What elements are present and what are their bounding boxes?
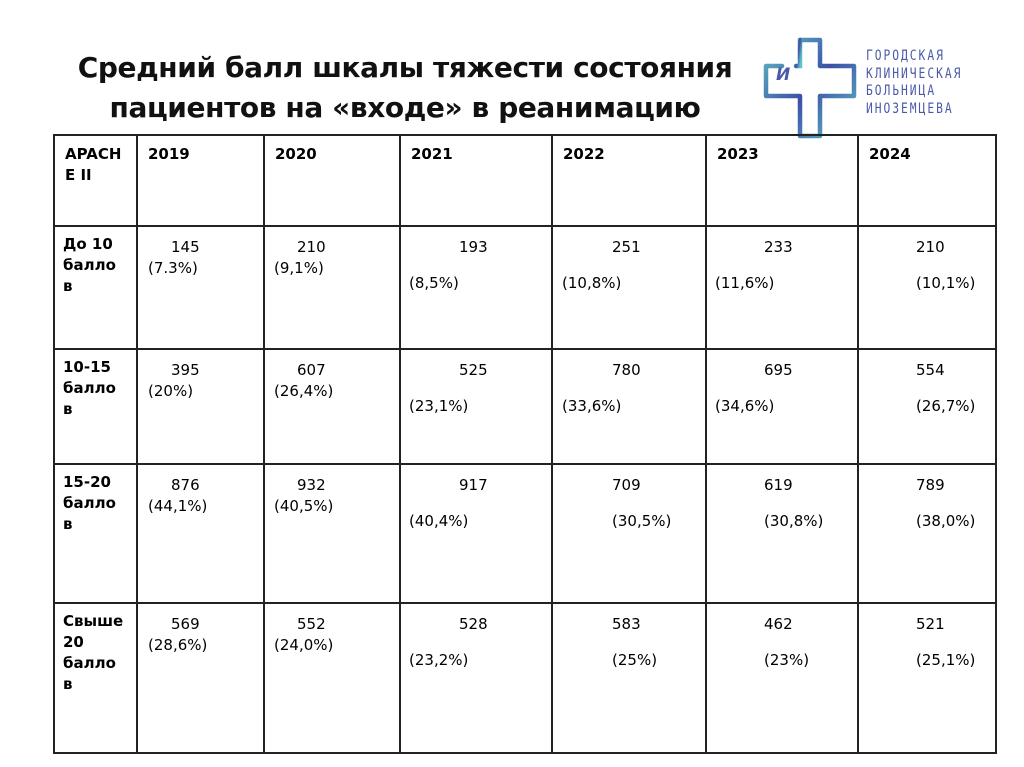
header-year-2019: 2019: [136, 134, 265, 227]
table-cell: 569 (28,6%): [136, 602, 265, 754]
table-row: 15-20 балло в 876 (44,1%) 932 (40,5%) 917(…: [53, 463, 997, 604]
table-row: До 10 балло в 145 (7.3%) 210 (9,1%) 193 (8,…: [53, 225, 997, 350]
table-cell: 607 (26,4%): [263, 348, 401, 465]
svg-text:И: И: [776, 65, 790, 85]
row-label: 10-15 балло в: [53, 348, 138, 465]
table-cell: 780 (33,6%): [551, 348, 707, 465]
table-cell: 210 (10,1%): [857, 225, 997, 350]
hospital-logo: И ГОРОДСКАЯ КЛИНИЧЕСКАЯ БОЛЬНИЦА ИНОЗЕМЦ…: [762, 36, 1002, 140]
table-cell: 917 (40,4%): [399, 463, 553, 604]
table-cell: 695 (34,6%): [705, 348, 859, 465]
table-cell: 193 (8,5%): [399, 225, 553, 350]
slide-title: Средний балл шкалы тяжести состояния пац…: [60, 48, 750, 128]
table-cell: 525 (23,1%): [399, 348, 553, 465]
table-header-row: APACH E II 2019 2020 2021 2022 2023 2024: [53, 134, 997, 227]
medical-cross-icon: И: [763, 37, 857, 139]
row-label: 15-20 балло в: [53, 463, 138, 604]
table-row: 10-15 балло в 395 (20%) 607 (26,4%) 525 (23…: [53, 348, 997, 465]
header-year-2023: 2023: [705, 134, 859, 227]
table-cell: 462 (23%): [705, 602, 859, 754]
table-cell: 521 (25,1%): [857, 602, 997, 754]
table-cell: 552 (24,0%): [263, 602, 401, 754]
table-cell: 145 (7.3%): [136, 225, 265, 350]
header-year-2022: 2022: [551, 134, 707, 227]
table-cell: 233 (11,6%): [705, 225, 859, 350]
table-cell: 395 (20%): [136, 348, 265, 465]
table-cell: 876 (44,1%): [136, 463, 265, 604]
table-cell: 554 (26,7%): [857, 348, 997, 465]
table-cell: 583 (25%): [551, 602, 707, 754]
slide-title-line-2: пациентов на «входе» в реанимацию: [109, 91, 701, 124]
header-year-2020: 2020: [263, 134, 401, 227]
row-label: Свыше 20 балло в: [53, 602, 138, 754]
header-label-cell: APACH E II: [53, 134, 138, 227]
table-cell: 789 (38,0%): [857, 463, 997, 604]
table-cell: 619 (30,8%): [705, 463, 859, 604]
apache-table: APACH E II 2019 2020 2021 2022 2023 2024…: [53, 134, 997, 754]
header-year-2021: 2021: [399, 134, 553, 227]
table-cell: 528 (23,2%): [399, 602, 553, 754]
hospital-name: ГОРОДСКАЯ КЛИНИЧЕСКАЯ БОЛЬНИЦА ИНОЗЕМЦЕВ…: [866, 48, 963, 117]
table-cell: 932 (40,5%): [263, 463, 401, 604]
slide-title-line-1: Средний балл шкалы тяжести состояния: [77, 51, 733, 84]
table-cell: 251 (10,8%): [551, 225, 707, 350]
table-row: Свыше 20 балло в 569 (28,6%) 552 (24,0%) 5…: [53, 602, 997, 754]
row-label: До 10 балло в: [53, 225, 138, 350]
table-cell: 709 (30,5%): [551, 463, 707, 604]
table-cell: 210 (9,1%): [263, 225, 401, 350]
header-year-2024: 2024: [857, 134, 997, 227]
